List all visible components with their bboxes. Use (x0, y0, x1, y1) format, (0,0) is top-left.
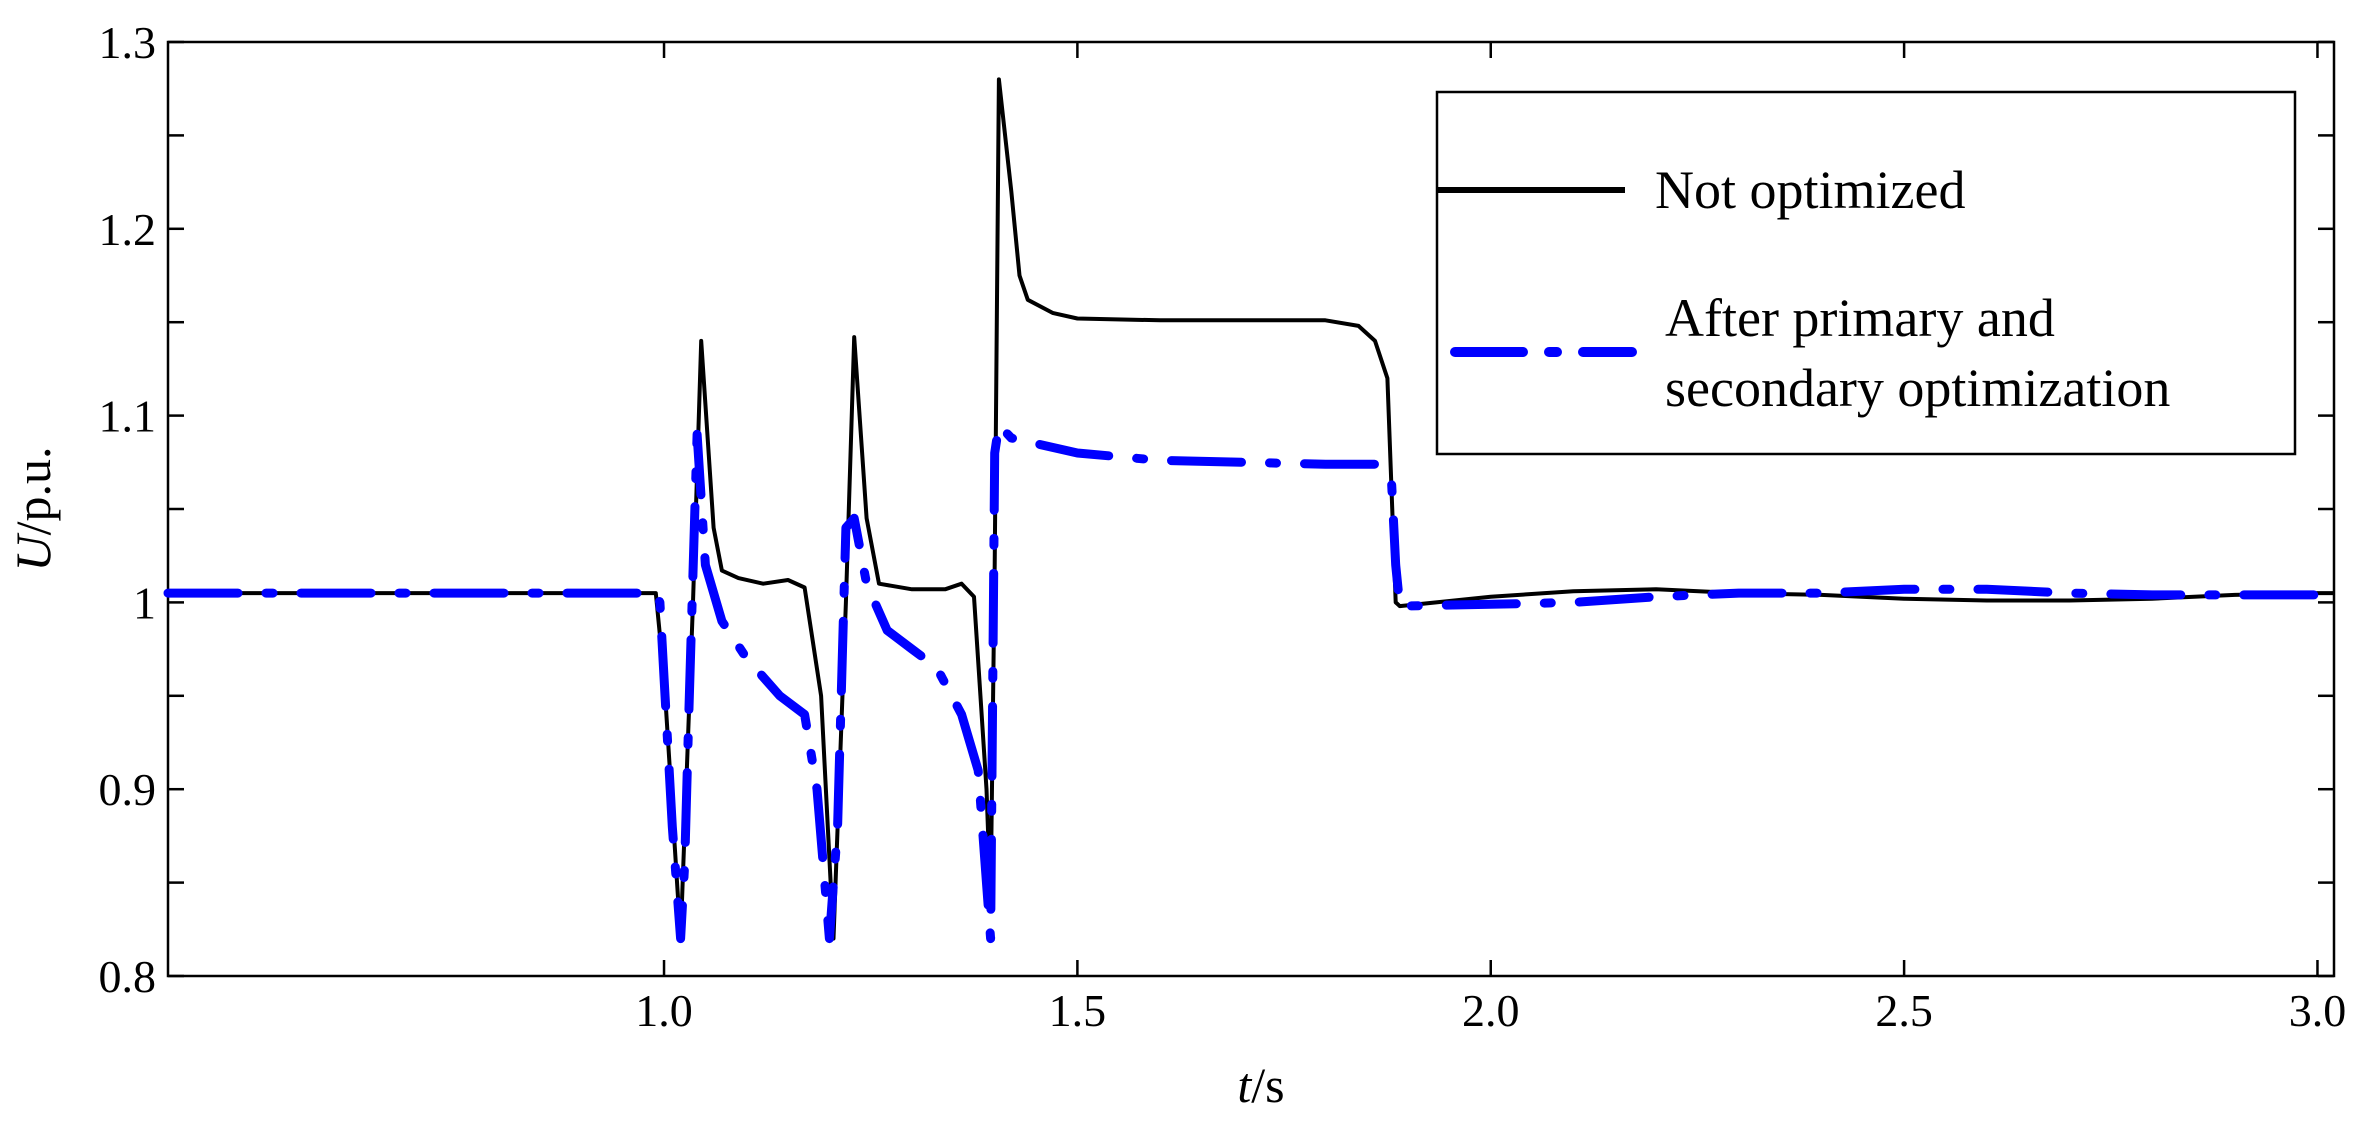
y-tick-label: 1.1 (99, 391, 157, 442)
legend-label-not-optimized: Not optimized (1655, 160, 1965, 220)
x-tick-label: 3.0 (2289, 985, 2347, 1036)
series-line-optimized (163, 420, 2339, 944)
y-tick-label: 1.3 (99, 17, 157, 68)
legend-label-optimized: After primary and secondary optimization (1665, 288, 2170, 418)
y-tick-label: 1 (133, 577, 156, 628)
legend-label-optimized-line2: secondary optimization (1665, 358, 2170, 418)
x-tick-label: 2.5 (1875, 985, 1933, 1036)
series-layer (163, 77, 2339, 944)
x-tick-label: 1.0 (635, 985, 693, 1036)
y-tick-label: 1.2 (99, 204, 157, 255)
tick-layer: 1.0 1.5 2.0 2.5 3.0 0.8 0.9 1 1.1 1.2 1.3 (99, 17, 2347, 1036)
legend-box (1435, 90, 2297, 456)
y-axis-title: U/p.u. (5, 446, 61, 571)
legend: Not optimized After primary and secondary… (1435, 90, 2297, 456)
y-tick-label: 0.9 (99, 764, 157, 815)
x-tick-label: 2.0 (1462, 985, 1520, 1036)
legend-label-optimized-line1: After primary and (1665, 288, 2055, 348)
y-tick-label: 0.8 (99, 951, 157, 1002)
x-tick-label: 1.5 (1049, 985, 1107, 1036)
x-axis-title: t/s (1237, 1057, 1284, 1113)
